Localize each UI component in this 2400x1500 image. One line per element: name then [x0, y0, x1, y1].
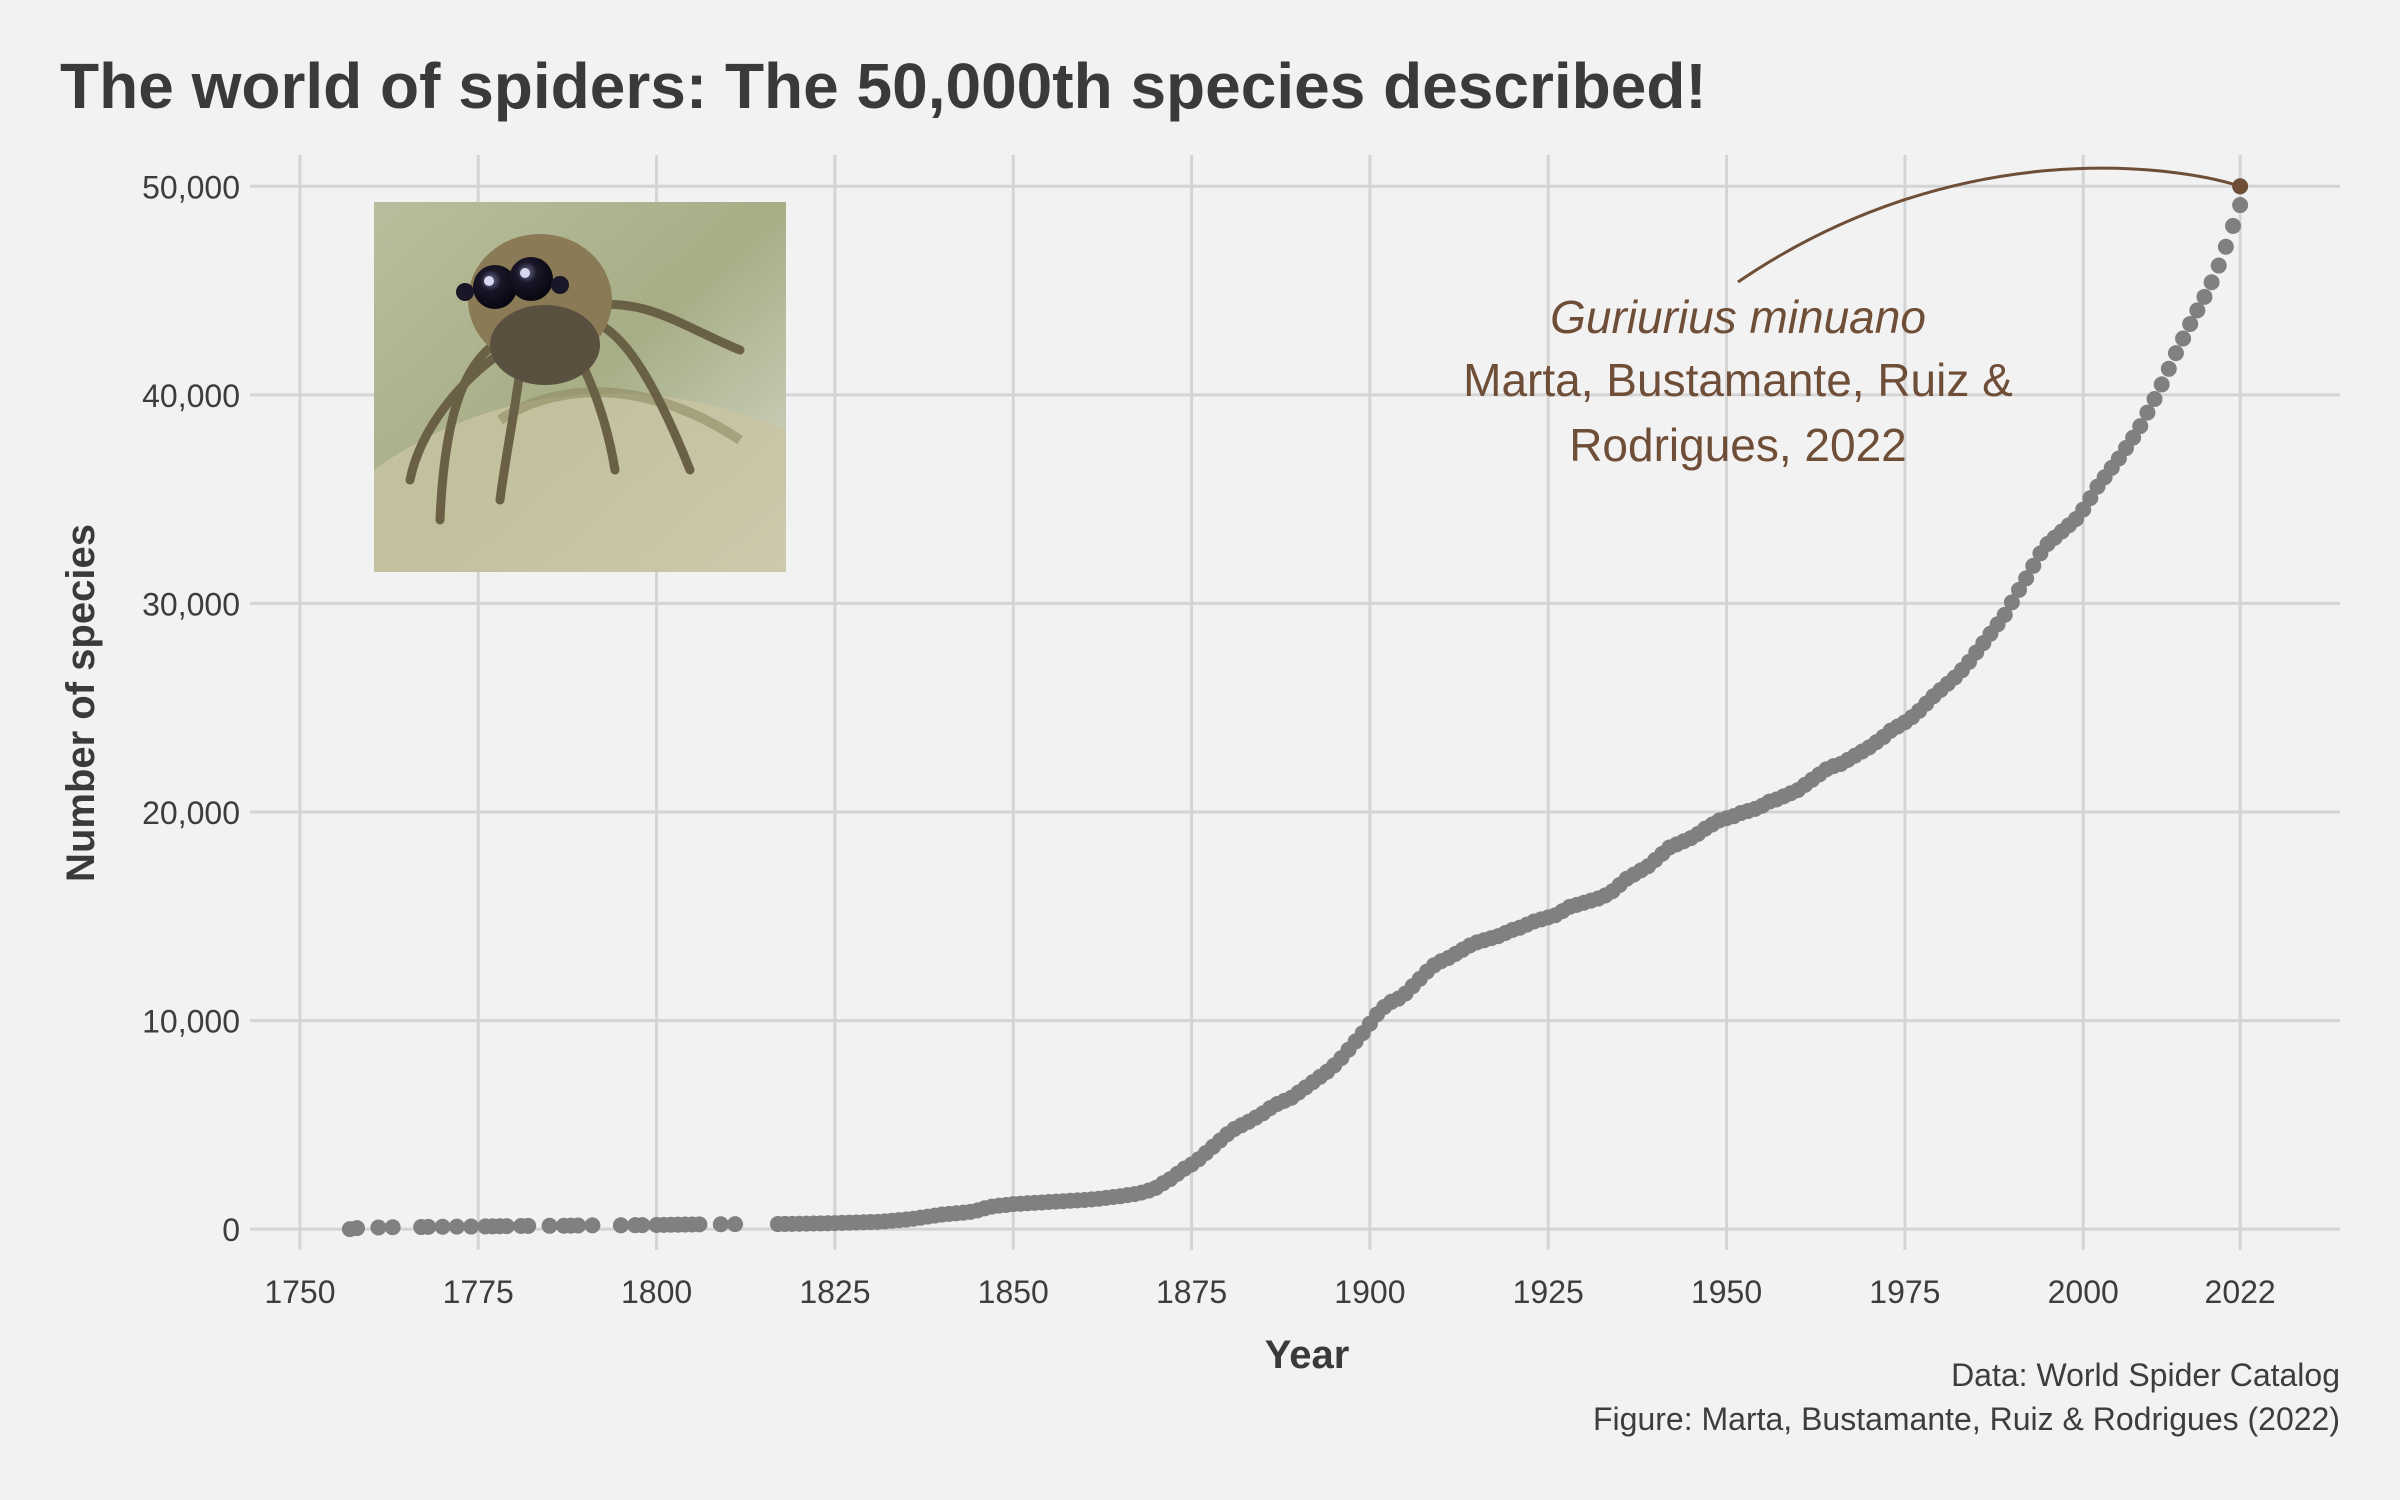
annotation-species: Guriurius minuano — [1550, 291, 1926, 343]
data-point — [2189, 302, 2206, 319]
data-point — [2075, 501, 2092, 518]
y-tick-label: 20,000 — [142, 795, 240, 831]
data-point — [2082, 490, 2099, 507]
x-tick-label: 1775 — [443, 1274, 514, 1310]
data-point — [463, 1218, 480, 1235]
data-point — [2153, 376, 2170, 393]
data-point — [570, 1217, 587, 1234]
x-tick-label: 1850 — [978, 1274, 1049, 1310]
y-tick-label: 40,000 — [142, 378, 240, 414]
spider-photo — [374, 202, 786, 572]
data-point — [2175, 330, 2192, 347]
x-tick-label: 1975 — [1869, 1274, 1940, 1310]
annotation-authors-line2: Rodrigues, 2022 — [1569, 419, 1907, 471]
data-point — [634, 1217, 651, 1234]
data-point — [584, 1217, 601, 1234]
data-point — [2003, 594, 2020, 611]
data-point — [612, 1217, 629, 1234]
data-point — [2146, 391, 2163, 408]
data-point — [2196, 288, 2213, 305]
x-tick-label: 1900 — [1334, 1274, 1405, 1310]
caption-figure-credit: Figure: Marta, Bustamante, Ruiz & Rodrig… — [1593, 1401, 2340, 1437]
data-point — [348, 1220, 365, 1237]
y-tick-label: 0 — [222, 1212, 240, 1248]
data-point — [691, 1216, 708, 1233]
x-tick-label: 1800 — [621, 1274, 692, 1310]
data-point — [2132, 418, 2149, 435]
data-point — [712, 1216, 729, 1233]
caption-data-source: Data: World Spider Catalog — [1951, 1357, 2340, 1393]
data-point — [541, 1217, 558, 1234]
data-point — [2225, 217, 2242, 234]
x-tick-label: 2022 — [2205, 1274, 2276, 1310]
data-point — [2018, 570, 2035, 587]
x-tick-label: 1925 — [1513, 1274, 1584, 1310]
data-point — [727, 1216, 744, 1233]
x-axis-ticks: 1750 1775 1800 1825 1850 1875 1900 1925 1950 1975… — [264, 1274, 2275, 1310]
x-tick-label: 1875 — [1156, 1274, 1227, 1310]
data-point — [2160, 360, 2177, 377]
y-tick-label: 10,000 — [142, 1004, 240, 1040]
annotation-connector — [1737, 166, 2241, 284]
data-point — [2182, 315, 2199, 332]
x-tick-label: 1950 — [1691, 1274, 1762, 1310]
y-axis-ticks: 0 10,000 20,000 30,000 40,000 50,000 — [142, 169, 240, 1248]
data-point — [2232, 197, 2249, 214]
data-point — [434, 1218, 451, 1235]
x-tick-label: 1750 — [264, 1274, 335, 1310]
annotation-authors-line1: Marta, Bustamante, Ruiz & — [1463, 354, 2013, 406]
data-point — [2203, 274, 2220, 291]
data-point — [498, 1218, 515, 1235]
highlight-point-50000th — [2232, 178, 2249, 195]
data-point — [448, 1218, 465, 1235]
data-point — [384, 1219, 401, 1236]
data-point — [2125, 429, 2142, 446]
data-point — [2217, 238, 2234, 255]
data-point — [1996, 606, 2013, 623]
chart-title: The world of spiders: The 50,000th speci… — [60, 50, 1707, 122]
data-point — [370, 1219, 387, 1236]
y-axis-title: Number of species — [59, 524, 103, 882]
data-point — [520, 1217, 537, 1234]
data-point — [2210, 257, 2227, 274]
annotation: Guriurius minuano Marta, Bustamante, Rui… — [1463, 291, 2013, 471]
data-point — [2011, 581, 2028, 598]
data-points — [341, 197, 2249, 1238]
y-tick-label: 50,000 — [142, 169, 240, 205]
y-tick-label: 30,000 — [142, 586, 240, 622]
x-tick-label: 1825 — [799, 1274, 870, 1310]
data-point — [420, 1218, 437, 1235]
x-axis-title: Year — [1265, 1333, 1350, 1377]
data-point — [2025, 557, 2042, 574]
data-point — [2167, 345, 2184, 362]
data-point — [2139, 404, 2156, 421]
x-tick-label: 2000 — [2048, 1274, 2119, 1310]
